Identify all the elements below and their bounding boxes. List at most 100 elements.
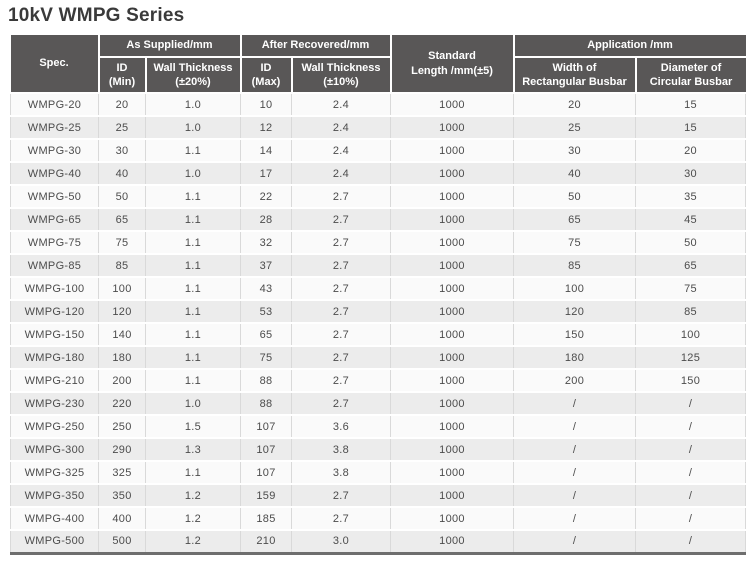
value-cell: 2.7 (291, 185, 391, 209)
value-cell: 1000 (390, 231, 514, 255)
value-cell: 325 (98, 461, 146, 485)
value-cell: 400 (98, 507, 146, 531)
spec-cell: WMPG-75 (10, 231, 99, 255)
header-width-rect-busbar: Width of Rectangular Busbar (512, 56, 637, 94)
spec-cell: WMPG-25 (10, 116, 99, 140)
value-cell: 1.1 (145, 208, 241, 232)
value-cell: 14 (240, 139, 292, 163)
value-cell: 120 (513, 300, 636, 324)
value-cell: 75 (240, 346, 292, 370)
value-cell: 2.7 (291, 369, 391, 393)
value-cell: 1000 (390, 484, 514, 508)
value-cell: 30 (98, 139, 146, 163)
table-row: WMPG-150 140 1.1 65 2.7 1000 150 100 (10, 323, 746, 347)
spec-cell: WMPG-50 (10, 185, 99, 209)
header-dia-circ-busbar: Diameter of Circular Busbar (634, 56, 746, 94)
value-cell: 1.0 (145, 162, 241, 186)
value-cell: 1.1 (145, 300, 241, 324)
value-cell: 185 (240, 507, 292, 531)
value-cell: 250 (98, 415, 146, 439)
value-cell: 65 (635, 254, 746, 278)
value-cell: / (513, 530, 636, 554)
spec-cell: WMPG-20 (10, 93, 99, 117)
value-cell: 1.5 (145, 415, 241, 439)
value-cell: 45 (635, 208, 746, 232)
table-row: WMPG-350 350 1.2 159 2.7 1000// (10, 484, 746, 508)
value-cell: 17 (240, 162, 292, 186)
table-row: WMPG-230 220 1.0 88 2.7 1000// (10, 392, 746, 416)
value-cell: 65 (240, 323, 292, 347)
value-cell: / (513, 438, 636, 462)
value-cell: 50 (98, 185, 146, 209)
header-wall-thickness-20: Wall Thickness (±20%) (144, 56, 242, 94)
value-cell: 2.7 (291, 346, 391, 370)
header-wall-thickness-10: Wall Thickness (±10%) (290, 56, 392, 94)
value-cell: 1000 (390, 185, 514, 209)
spec-cell: WMPG-180 (10, 346, 99, 370)
value-cell: 1000 (390, 139, 514, 163)
value-cell: 15 (635, 93, 746, 117)
header-as-supplied: As Supplied/mm (97, 35, 242, 58)
value-cell: / (635, 461, 746, 485)
value-cell: 2.7 (291, 323, 391, 347)
header-after-recovered: After Recovered/mm (239, 35, 392, 58)
value-cell: 75 (98, 231, 146, 255)
table-row: WMPG-20 20 1.0 10 2.4 1000 20 15 (10, 93, 746, 117)
value-cell: 2.7 (291, 507, 391, 531)
spec-cell: WMPG-100 (10, 277, 99, 301)
value-cell: 1000 (390, 392, 514, 416)
spec-cell: WMPG-85 (10, 254, 99, 278)
value-cell: 2.4 (291, 139, 391, 163)
page-container: 10kV WMPG Series Spec. As Supplied/mm Af… (8, 5, 746, 555)
spec-cell: WMPG-150 (10, 323, 99, 347)
value-cell: 220 (98, 392, 146, 416)
table-row: WMPG-210 200 1.1 88 2.7 1000 200 150 (10, 369, 746, 393)
value-cell: 2.7 (291, 254, 391, 278)
value-cell: 1000 (390, 300, 514, 324)
table-body: WMPG-20 20 1.0 10 2.4 1000 20 15 WMPG-25 25 1.0 12 2… (10, 93, 746, 554)
value-cell: 22 (240, 185, 292, 209)
value-cell: 88 (240, 392, 292, 416)
value-cell: 12 (240, 116, 292, 140)
value-cell: 200 (513, 369, 636, 393)
value-cell: 500 (98, 530, 146, 554)
spec-cell: WMPG-230 (10, 392, 99, 416)
header-id-max: ID (Max) (239, 56, 293, 94)
value-cell: 107 (240, 415, 292, 439)
header-group-row: Spec. As Supplied/mm After Recovered/mm … (10, 35, 746, 94)
value-cell: 37 (240, 254, 292, 278)
value-cell: 15 (635, 116, 746, 140)
value-cell: 1.2 (145, 484, 241, 508)
value-cell: / (635, 415, 746, 439)
spec-cell: WMPG-30 (10, 139, 99, 163)
table-row: WMPG-85 85 1.1 37 2.7 1000 85 65 (10, 254, 746, 278)
value-cell: 25 (513, 116, 636, 140)
value-cell: 159 (240, 484, 292, 508)
value-cell: 1000 (390, 530, 514, 554)
value-cell: 1000 (390, 93, 514, 117)
value-cell: 1000 (390, 162, 514, 186)
table-row: WMPG-50 50 1.1 22 2.7 1000 50 35 (10, 185, 746, 209)
value-cell: / (513, 392, 636, 416)
table-row: WMPG-250 250 1.5 107 3.6 1000// (10, 415, 746, 439)
value-cell: / (635, 484, 746, 508)
value-cell: 20 (635, 139, 746, 163)
value-cell: 1.1 (145, 254, 241, 278)
value-cell: 1000 (390, 346, 514, 370)
value-cell: 1.1 (145, 185, 241, 209)
table-row: WMPG-120 120 1.1 53 2.7 1000 120 85 (10, 300, 746, 324)
value-cell: 30 (635, 162, 746, 186)
header-application: Application /mm (512, 35, 746, 58)
value-cell: 150 (635, 369, 746, 393)
table-row: WMPG-30 30 1.1 14 2.4 1000 30 20 (10, 139, 746, 163)
value-cell: 2.7 (291, 208, 391, 232)
value-cell: 1000 (390, 438, 514, 462)
value-cell: 2.7 (291, 484, 391, 508)
value-cell: 100 (98, 277, 146, 301)
value-cell: 85 (635, 300, 746, 324)
spec-cell: WMPG-40 (10, 162, 99, 186)
value-cell: 210 (240, 530, 292, 554)
value-cell: 75 (635, 277, 746, 301)
header-spec: Spec. (10, 35, 100, 94)
value-cell: 35 (635, 185, 746, 209)
